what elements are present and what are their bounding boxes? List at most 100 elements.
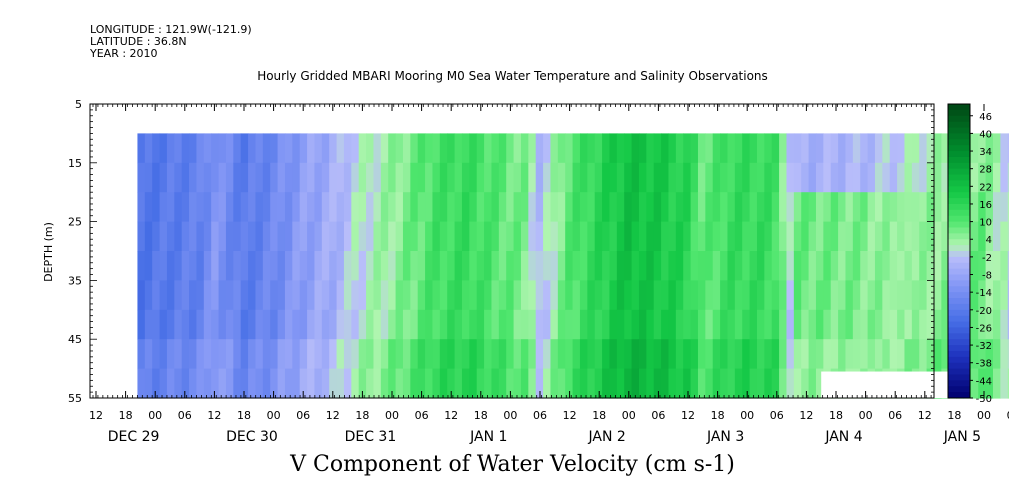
heat-cell bbox=[447, 280, 456, 311]
heat-cell bbox=[712, 192, 721, 223]
heat-cell bbox=[137, 309, 146, 340]
heat-cell bbox=[166, 192, 175, 223]
heat-cell bbox=[550, 309, 559, 340]
heat-cell bbox=[211, 133, 220, 164]
heat-cell bbox=[690, 339, 699, 370]
heat-cell bbox=[661, 192, 670, 223]
heat-cell bbox=[771, 339, 780, 370]
heat-cell bbox=[889, 221, 898, 252]
heat-cell bbox=[779, 192, 788, 223]
heat-cell bbox=[520, 309, 529, 340]
heat-cell bbox=[439, 133, 448, 164]
heat-cell bbox=[336, 309, 345, 340]
heat-cell bbox=[904, 309, 913, 340]
heat-cell bbox=[742, 133, 751, 164]
heat-cell bbox=[513, 162, 522, 193]
heat-cell bbox=[675, 309, 684, 340]
heat-cell bbox=[572, 192, 581, 223]
heat-cell bbox=[218, 368, 227, 399]
heat-cell bbox=[159, 133, 168, 164]
heat-cell bbox=[439, 221, 448, 252]
heat-cell bbox=[978, 339, 987, 370]
heat-cell bbox=[919, 339, 928, 370]
heat-cell bbox=[380, 162, 389, 193]
colorbar-label: -14 bbox=[976, 288, 992, 299]
heat-cell bbox=[565, 251, 574, 281]
heat-cell bbox=[225, 280, 234, 311]
heat-cell bbox=[439, 309, 448, 340]
heat-cell bbox=[233, 339, 242, 370]
heat-cell bbox=[587, 309, 596, 340]
heat-cell bbox=[852, 309, 861, 340]
heat-cell bbox=[366, 368, 375, 399]
heat-cell bbox=[388, 280, 397, 311]
heat-cell bbox=[742, 221, 751, 252]
heat-cell bbox=[351, 339, 360, 370]
heat-cell bbox=[697, 251, 706, 281]
heat-cell bbox=[638, 162, 647, 193]
heat-cell bbox=[366, 309, 375, 340]
heat-cell bbox=[380, 251, 389, 281]
heat-cell bbox=[624, 162, 633, 193]
heat-cell bbox=[284, 309, 293, 340]
heat-cell bbox=[793, 192, 802, 223]
heat-cell bbox=[366, 162, 375, 193]
heat-cell bbox=[933, 192, 942, 223]
heat-cell bbox=[572, 251, 581, 281]
heat-cell bbox=[631, 251, 640, 281]
heat-cell bbox=[388, 133, 397, 164]
heat-cell bbox=[815, 280, 824, 311]
heat-cell bbox=[602, 133, 611, 164]
x-day-label: JAN 5 bbox=[943, 429, 981, 445]
heat-cell bbox=[646, 251, 655, 281]
heat-cell bbox=[771, 133, 780, 164]
heat-cell bbox=[690, 192, 699, 223]
heat-cell bbox=[904, 221, 913, 252]
heat-cell bbox=[941, 280, 950, 311]
heat-cell bbox=[838, 339, 847, 370]
heat-cell bbox=[897, 221, 906, 252]
heat-cell bbox=[978, 368, 987, 399]
x-tick-label: 12 bbox=[918, 409, 932, 422]
heat-cell bbox=[284, 162, 293, 193]
heat-cell bbox=[867, 221, 876, 252]
heat-cell bbox=[867, 251, 876, 281]
heat-cell bbox=[388, 368, 397, 399]
heat-cell bbox=[358, 251, 367, 281]
heat-cell bbox=[860, 251, 869, 281]
heat-cell bbox=[897, 133, 906, 164]
heat-cell bbox=[395, 368, 404, 399]
heat-cell bbox=[380, 339, 389, 370]
heat-cell bbox=[587, 192, 596, 223]
heat-cell bbox=[520, 221, 529, 252]
colorbar-label: -26 bbox=[976, 323, 992, 334]
heat-cell bbox=[933, 133, 942, 164]
heat-cell bbox=[904, 251, 913, 281]
heat-cell bbox=[233, 309, 242, 340]
heat-cell bbox=[484, 221, 493, 252]
heatmap-area bbox=[137, 133, 1009, 399]
heat-cell bbox=[506, 192, 515, 223]
heat-cell bbox=[225, 133, 234, 164]
heat-cell bbox=[321, 339, 330, 370]
heat-cell bbox=[1000, 309, 1009, 340]
heat-cell bbox=[808, 133, 817, 164]
heat-cell bbox=[779, 221, 788, 252]
heat-cell bbox=[520, 368, 529, 399]
heat-cell bbox=[491, 368, 500, 399]
heat-cell bbox=[550, 339, 559, 370]
heat-cell bbox=[786, 368, 795, 399]
heat-cell bbox=[336, 251, 345, 281]
colorbar-swatch bbox=[948, 198, 970, 205]
heat-cell bbox=[764, 339, 773, 370]
colorbar-label: -50 bbox=[976, 394, 992, 405]
heat-cell bbox=[248, 309, 257, 340]
heat-cell bbox=[203, 221, 212, 252]
heat-cell bbox=[233, 221, 242, 252]
heat-cell bbox=[402, 251, 411, 281]
x-tick-label: 18 bbox=[474, 409, 488, 422]
x-day-label: JAN 1 bbox=[469, 429, 507, 445]
heat-cell bbox=[1007, 162, 1009, 193]
heat-cell bbox=[602, 162, 611, 193]
heat-cell bbox=[358, 339, 367, 370]
